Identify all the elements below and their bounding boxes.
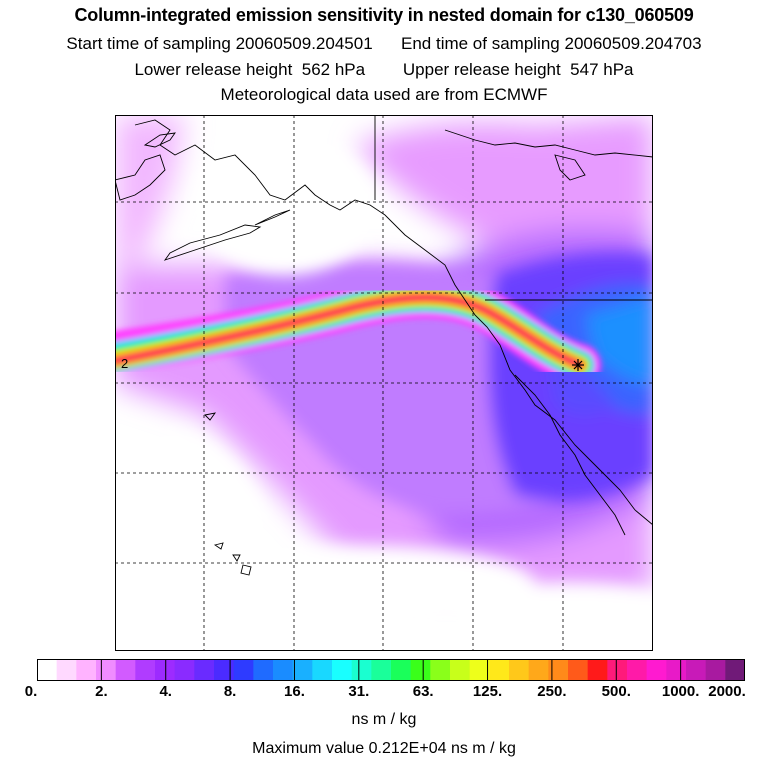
colorbar-swatch [332,659,353,681]
low-sensitivity-gaps [115,135,653,651]
colorbar-swatch [646,659,667,681]
colorbar-swatch [528,659,549,681]
map-frame [115,115,653,651]
colorbar-swatch [450,659,471,681]
release-point-star [572,359,584,371]
colorbar-tick-label: 31. [348,683,370,700]
start-time-value: 20060509.204501 [235,34,373,53]
colorbar-swatch [96,659,117,681]
colorbar-swatch [233,659,254,681]
lower-height-label: Lower release height [134,60,293,79]
colorbar-swatch [76,659,97,681]
colorbar-tick-label: 63. [412,683,434,700]
colorbar-swatch [292,659,313,681]
colorbar-swatch [666,659,687,681]
lower-height-value: 562 hPa [301,60,366,79]
colorbar-swatch [351,659,372,681]
colorbar-swatch [37,659,58,681]
colorbar-tick-label: 2. [95,683,108,700]
end-time-label: End time of sampling [401,34,560,53]
colorbar-swatch [214,659,235,681]
trajectory-label: 2 [121,356,128,371]
colorbar-swatch [489,659,510,681]
upper-height-label: Upper release height [402,60,561,79]
met-data-line: Meteorological data used are from ECMWF [220,85,548,104]
colorbar-swatch [115,659,136,681]
trajectory-plume [115,276,601,386]
colorbar-swatch [56,659,77,681]
colorbar-swatch [155,659,176,681]
sampling-time-line: Start time of sampling 20060509.204501 E… [0,34,768,54]
colorbar-tick-label: 16. [284,683,305,700]
colorbar-swatch [587,659,608,681]
coastlines [115,115,653,576]
colorbar-swatch [469,659,490,681]
maximum-value: 0.212E+04 ns m / kg [368,740,516,757]
colorbar-tick-label: 125. [472,683,503,700]
colorbar-tick-label: 500. [601,683,631,700]
colorbar-swatch [410,659,431,681]
colorbar-swatch [509,659,530,681]
maximum-value-line: Maximum value 0.212E+04 ns m / kg [0,740,768,758]
lat-lon-grid [115,115,653,651]
colorbar-swatch [607,659,628,681]
colorbar-tick-label: 2000. [708,683,746,700]
colorbar-swatch [686,659,707,681]
colorbar-tick-label: 1000. [661,683,700,700]
colorbar-swatch [253,659,274,681]
start-time-label: Start time of sampling [66,34,231,53]
colorbar-swatch [312,659,333,681]
colorbar-units: ns m / kg [351,711,417,728]
colorbar-swatch [725,659,745,681]
colorbar-swatch [174,659,195,681]
colorbar-swatch [194,659,215,681]
colorbar-swatch [548,659,569,681]
colorbar-frame [37,659,745,681]
colorbar-swatch [371,659,392,681]
release-height-line: Lower release height 562 hPa Upper relea… [0,60,768,80]
colorbar-swatch [627,659,648,681]
upper-height-value: 547 hPa [570,60,634,79]
colorbar-swatch [430,659,451,681]
colorbar-tick-label: 0. [24,683,38,700]
colorbar-swatch [135,659,156,681]
colorbar-tick-label: 250. [537,683,567,700]
colorbar-swatch [568,659,589,681]
colorbar [37,659,745,681]
colorbar-tick-label: 8. [223,683,237,700]
sensitivity-map: 2 [115,115,653,651]
plot-title: Column-integrated emission sensitivity i… [74,5,694,25]
maximum-value-label: Maximum value [252,740,365,757]
colorbar-swatch [273,659,294,681]
colorbar-swatch [705,659,726,681]
colorbar-tick-label: 4. [159,683,172,700]
end-time-value: 20060509.204703 [564,34,702,53]
colorbar-swatch [391,659,412,681]
